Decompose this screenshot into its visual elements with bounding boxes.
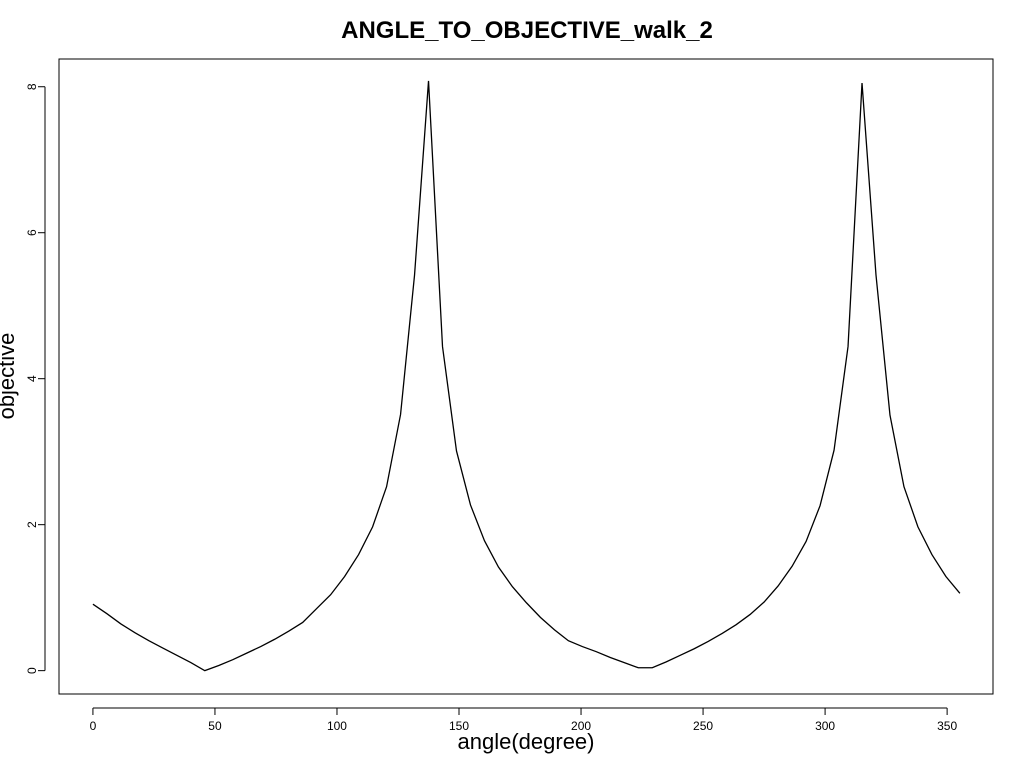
y-tick-label: 6 <box>25 229 39 236</box>
x-tick-label: 250 <box>693 719 713 733</box>
y-tick-label: 4 <box>25 375 39 382</box>
x-tick-label: 50 <box>208 719 222 733</box>
y-axis-label: objective <box>0 333 19 420</box>
x-tick-label: 300 <box>815 719 835 733</box>
plot-frame <box>58 58 994 695</box>
x-tick-label: 350 <box>937 719 957 733</box>
y-tick-label: 8 <box>25 83 39 90</box>
data-line <box>92 80 961 672</box>
x-tick-label: 0 <box>90 719 97 733</box>
y-tick-label: 0 <box>25 667 39 674</box>
y-tick-label: 2 <box>25 521 39 528</box>
x-tick-label: 200 <box>571 719 591 733</box>
chart-title: ANGLE_TO_OBJECTIVE_walk_2 <box>341 17 713 44</box>
x-axis-label: angle(degree) <box>458 729 595 754</box>
x-tick-label: 100 <box>327 719 347 733</box>
x-tick-label: 150 <box>449 719 469 733</box>
